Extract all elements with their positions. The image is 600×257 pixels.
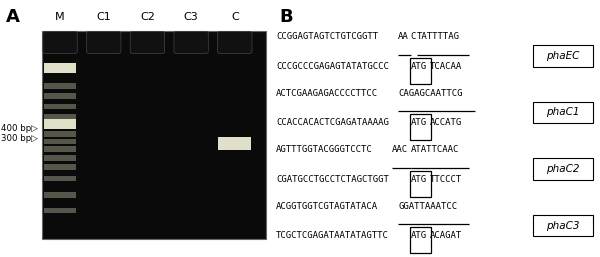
Bar xyxy=(44,176,76,181)
Text: ATG: ATG xyxy=(411,231,427,240)
Text: A: A xyxy=(5,8,19,26)
FancyBboxPatch shape xyxy=(130,31,164,53)
Text: ACTCGAAGAGACCCCTTCC: ACTCGAAGAGACCCCTTCC xyxy=(276,89,379,98)
Text: phaC1: phaC1 xyxy=(547,107,580,117)
Bar xyxy=(533,102,593,123)
Text: CCACCACACTCGAGATAAAAG: CCACCACACTCGAGATAAAAG xyxy=(276,118,389,127)
Text: C: C xyxy=(411,32,416,41)
Text: C3: C3 xyxy=(184,12,199,22)
Bar xyxy=(533,215,593,236)
Text: ACAGAT: ACAGAT xyxy=(430,231,463,240)
Text: TCGCTCGAGATAATATAGTTC: TCGCTCGAGATAATATAGTTC xyxy=(276,231,389,240)
Bar xyxy=(44,146,76,152)
Text: phaC3: phaC3 xyxy=(547,221,580,231)
Text: C2: C2 xyxy=(140,12,155,22)
Text: CGATGCCTGCCTCTAGCTGGT: CGATGCCTGCCTCTAGCTGGT xyxy=(276,175,389,184)
Bar xyxy=(44,139,76,144)
Text: TCACAA: TCACAA xyxy=(430,62,463,71)
Text: phaC2: phaC2 xyxy=(547,164,580,174)
Bar xyxy=(44,119,76,128)
Text: C: C xyxy=(231,12,239,22)
Bar xyxy=(44,93,76,99)
Bar xyxy=(533,158,593,180)
Bar xyxy=(44,63,76,73)
Text: AGTTTGGTACGGGTCCTC: AGTTTGGTACGGGTCCTC xyxy=(276,145,373,154)
Bar xyxy=(44,114,76,120)
Text: GGATTAAATCC: GGATTAAATCC xyxy=(398,202,457,211)
FancyBboxPatch shape xyxy=(218,31,252,53)
Text: C1: C1 xyxy=(97,12,111,22)
FancyBboxPatch shape xyxy=(43,31,77,53)
Text: ACGGTGGTCGTAGTATACA: ACGGTGGTCGTAGTATACA xyxy=(276,202,379,211)
Text: ATATTCAAC: ATATTCAAC xyxy=(411,145,459,154)
Bar xyxy=(44,208,76,213)
Bar xyxy=(44,192,76,198)
Text: 400 bp▷: 400 bp▷ xyxy=(1,124,38,133)
Bar xyxy=(44,104,76,109)
Text: B: B xyxy=(280,8,293,26)
Text: 300 bp▷: 300 bp▷ xyxy=(1,134,38,143)
Text: ATG: ATG xyxy=(411,62,427,71)
Bar xyxy=(218,137,251,150)
Text: CCCGCCCGAGAGTATATGCCC: CCCGCCCGAGAGTATATGCCC xyxy=(276,62,389,71)
Bar xyxy=(44,155,76,161)
Text: TTCCCT: TTCCCT xyxy=(430,175,463,184)
Text: ACCATG: ACCATG xyxy=(430,118,463,127)
Text: ATG: ATG xyxy=(411,175,427,184)
Bar xyxy=(44,164,76,170)
Bar xyxy=(410,227,431,253)
Text: CAGAGCAATTCG: CAGAGCAATTCG xyxy=(398,89,463,98)
Text: TATTTTAG: TATTTTAG xyxy=(417,32,460,41)
Bar xyxy=(44,83,76,89)
Text: AAC: AAC xyxy=(392,145,408,154)
Text: ATG: ATG xyxy=(411,118,427,127)
FancyBboxPatch shape xyxy=(174,31,208,53)
Bar xyxy=(43,31,266,239)
Bar xyxy=(533,45,593,67)
Bar xyxy=(44,131,76,137)
Bar xyxy=(410,58,431,84)
FancyBboxPatch shape xyxy=(86,31,121,53)
Bar xyxy=(410,171,431,197)
Text: CCGGAGTAGTCTGTCGGTT: CCGGAGTAGTCTGTCGGTT xyxy=(276,32,379,41)
Text: AA: AA xyxy=(398,32,409,41)
Bar xyxy=(410,114,431,140)
Text: M: M xyxy=(55,12,65,22)
Text: phaEC: phaEC xyxy=(547,51,580,61)
